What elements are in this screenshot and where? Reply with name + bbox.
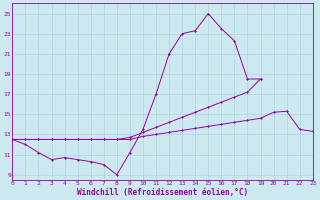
X-axis label: Windchill (Refroidissement éolien,°C): Windchill (Refroidissement éolien,°C) (77, 188, 248, 197)
